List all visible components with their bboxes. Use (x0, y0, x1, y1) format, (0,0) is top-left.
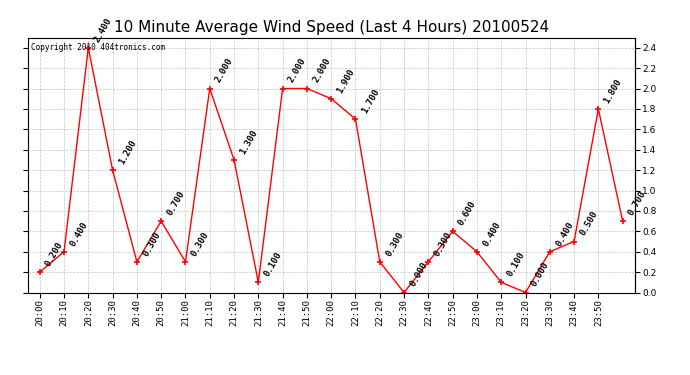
Text: 0.200: 0.200 (44, 240, 65, 268)
Text: 0.700: 0.700 (166, 189, 186, 217)
Text: 0.300: 0.300 (141, 230, 162, 258)
Text: 1.300: 1.300 (238, 128, 259, 156)
Text: 2.000: 2.000 (214, 57, 235, 84)
Text: 0.000: 0.000 (408, 261, 429, 288)
Text: 2.400: 2.400 (92, 16, 114, 44)
Title: 10 Minute Average Wind Speed (Last 4 Hours) 20100524: 10 Minute Average Wind Speed (Last 4 Hou… (114, 20, 549, 35)
Text: 2.000: 2.000 (311, 57, 333, 84)
Text: 0.400: 0.400 (554, 220, 575, 248)
Text: 2.000: 2.000 (287, 57, 308, 84)
Text: 0.300: 0.300 (384, 230, 405, 258)
Text: 0.100: 0.100 (505, 251, 526, 278)
Text: 0.000: 0.000 (530, 261, 551, 288)
Text: 0.600: 0.600 (457, 200, 478, 227)
Text: 1.200: 1.200 (117, 138, 138, 166)
Text: 1.800: 1.800 (602, 77, 624, 105)
Text: Copyright 2010 404tronics.com: Copyright 2010 404tronics.com (30, 43, 165, 52)
Text: 0.400: 0.400 (481, 220, 502, 248)
Text: 0.300: 0.300 (190, 230, 211, 258)
Text: 1.700: 1.700 (359, 87, 381, 115)
Text: 0.700: 0.700 (627, 189, 648, 217)
Text: 0.300: 0.300 (433, 230, 454, 258)
Text: 0.500: 0.500 (578, 210, 600, 237)
Text: 0.400: 0.400 (68, 220, 90, 248)
Text: 1.900: 1.900 (335, 67, 357, 94)
Text: 0.100: 0.100 (262, 251, 284, 278)
